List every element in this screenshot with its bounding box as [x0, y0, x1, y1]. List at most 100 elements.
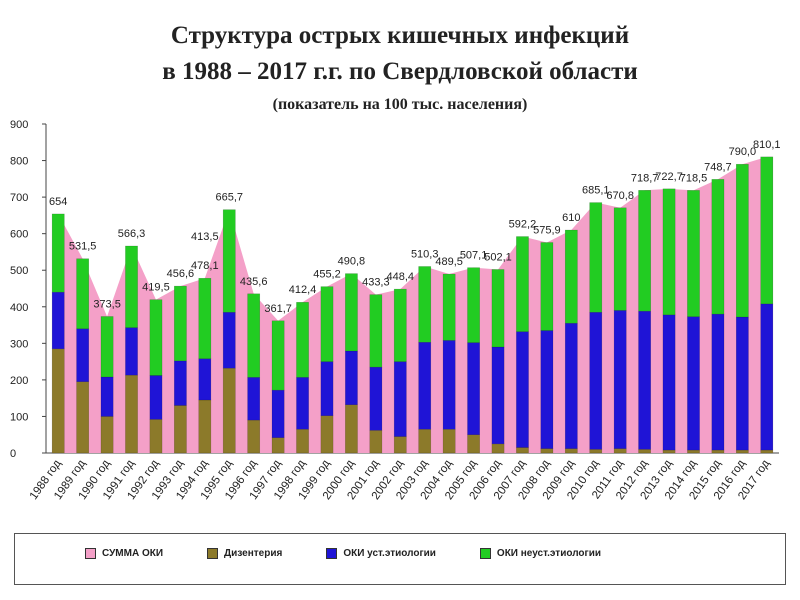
bar-established	[662, 314, 676, 451]
data-label: 478,1	[191, 260, 219, 272]
data-label: 489,5	[435, 256, 463, 268]
bar-established	[320, 361, 334, 416]
bar-established	[76, 328, 90, 382]
bar-unestablished	[687, 190, 700, 317]
legend: СУММА ОКИ Дизентерия ОКИ уст.этиологии О…	[14, 533, 786, 585]
data-label: 790,0	[729, 146, 757, 158]
y-tick-label: 400	[10, 302, 28, 314]
bar-established	[564, 322, 578, 449]
data-label: 610	[562, 212, 580, 224]
bar-unestablished	[345, 273, 358, 352]
data-label: 654	[49, 196, 67, 208]
bar-established	[540, 330, 554, 449]
bar-unestablished	[760, 156, 774, 305]
legend-item-dysentery: Дизентерия	[207, 548, 282, 559]
legend-item-unestablished: ОКИ неуст.этиологии	[479, 548, 601, 559]
bar-established	[687, 316, 700, 451]
bar-dysentery	[467, 434, 480, 454]
data-label: 448,4	[387, 271, 415, 283]
data-label: 510,3	[411, 248, 439, 260]
bar-established	[735, 316, 749, 451]
data-label: 810,1	[753, 139, 781, 151]
bar-dysentery	[540, 448, 554, 454]
data-label: 531,5	[69, 241, 97, 253]
bar-dysentery	[516, 447, 529, 454]
bar-established	[345, 350, 358, 405]
bar-dysentery	[149, 419, 163, 454]
bar-established	[125, 327, 138, 376]
data-label: 373,5	[93, 298, 121, 310]
bar-unestablished	[198, 277, 212, 359]
data-label: 361,7	[264, 303, 292, 315]
extra-data-label: 413,5	[191, 231, 219, 243]
chart-title-line2: в 1988 – 2017 г.г. по Свердловской облас…	[162, 58, 638, 85]
bar-dysentery	[662, 449, 676, 454]
bar-dysentery	[613, 448, 627, 454]
bar-established	[149, 375, 163, 420]
y-tick-label: 300	[10, 338, 28, 350]
data-label: 665,7	[215, 192, 243, 204]
bar-unestablished	[125, 245, 138, 328]
bar-established	[711, 313, 725, 451]
bar-established	[369, 366, 383, 431]
data-label: 419,5	[142, 282, 170, 294]
data-label: 412,4	[289, 284, 317, 296]
bar-established	[296, 377, 309, 430]
bar-dysentery	[442, 428, 456, 454]
y-tick-label: 0	[10, 448, 16, 460]
bar-unestablished	[174, 285, 187, 362]
legend-item-summa: СУММА ОКИ	[85, 548, 163, 559]
bar-unestablished	[418, 266, 432, 343]
y-tick-label: 900	[10, 119, 28, 131]
bar-unestablished	[540, 242, 554, 331]
bar-dysentery	[271, 437, 285, 454]
legend-label-established: ОКИ уст.этиологии	[343, 548, 436, 559]
bar-unestablished	[662, 188, 676, 316]
bar-established	[516, 331, 529, 448]
bar-unestablished	[296, 301, 309, 378]
bar-dysentery	[711, 449, 725, 454]
data-label: 435,6	[240, 276, 268, 288]
data-label: 502,1	[484, 251, 512, 263]
bar-established	[198, 358, 212, 401]
bar-dysentery	[735, 449, 749, 454]
bar-unestablished	[442, 273, 456, 341]
bar-unestablished	[320, 286, 334, 362]
y-tick-label: 600	[10, 229, 28, 241]
bar-unestablished	[638, 190, 651, 312]
bar-established	[418, 341, 432, 430]
data-label: 507,1	[460, 250, 488, 262]
bar-dysentery	[296, 428, 309, 454]
chart-title-line1: Структура острых кишечных инфекций	[170, 22, 630, 49]
bar-established	[247, 377, 261, 421]
data-label: 433,3	[362, 277, 390, 289]
legend-label-unestablished: ОКИ неуст.этиологии	[496, 548, 601, 559]
legend-swatch-unestablished	[479, 548, 491, 559]
legend-swatch-dysentery	[207, 548, 219, 559]
bar-established	[271, 389, 285, 438]
bar-unestablished	[51, 213, 65, 293]
data-label: 670,8	[606, 190, 634, 202]
bar-dysentery	[198, 399, 212, 454]
data-label: 566,3	[118, 228, 146, 240]
bar-dysentery	[638, 449, 651, 454]
bar-established	[51, 291, 65, 350]
bar-dysentery	[76, 381, 90, 454]
legend-label-dysentery: Дизентерия	[224, 548, 283, 559]
bar-established	[174, 360, 187, 406]
bar-unestablished	[247, 293, 261, 378]
bar-unestablished	[369, 294, 383, 368]
bar-dysentery	[589, 449, 603, 454]
bar-dysentery	[125, 374, 138, 454]
bar-dysentery	[174, 405, 187, 454]
data-label: 748,7	[704, 161, 732, 173]
bar-unestablished	[393, 288, 407, 362]
bar-established	[442, 340, 456, 430]
bar-dysentery	[320, 415, 334, 454]
bar-unestablished	[100, 316, 114, 378]
bar-dysentery	[100, 416, 114, 454]
data-label: 685,1	[582, 185, 610, 197]
bar-dysentery	[491, 443, 505, 454]
data-label: 592,2	[509, 219, 537, 231]
